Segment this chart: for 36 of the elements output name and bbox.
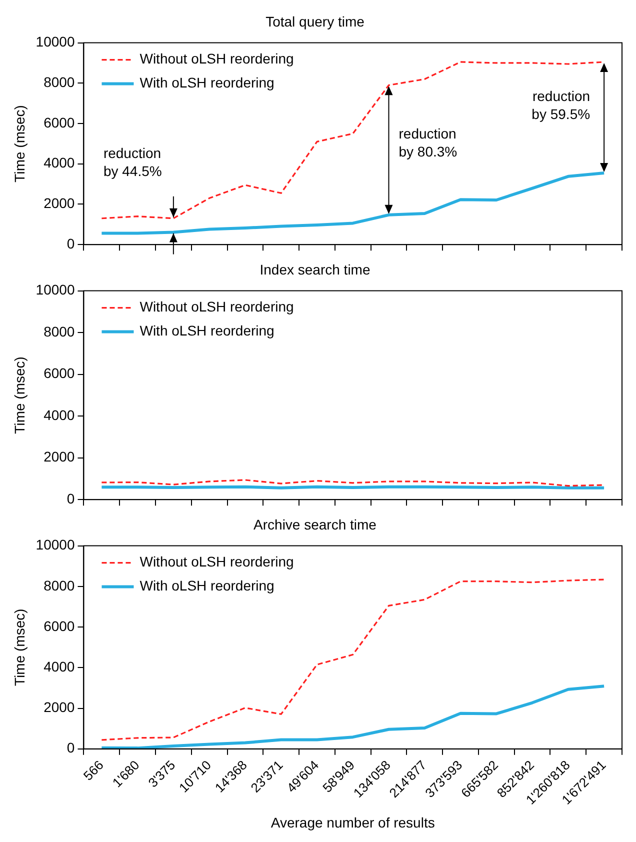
legend-label: Without oLSH reordering xyxy=(140,298,294,315)
chart-title: Total query time xyxy=(266,13,365,30)
y-tick-label: 10000 xyxy=(36,536,75,553)
legend-label: With oLSH reordering xyxy=(140,74,274,91)
y-axis-title: Time (msec) xyxy=(11,608,28,686)
y-tick-label: 8000 xyxy=(44,577,75,594)
legend-label: Without oLSH reordering xyxy=(140,50,294,67)
y-tick-label: 6000 xyxy=(44,365,75,382)
y-tick-label: 6000 xyxy=(44,618,75,634)
legend-label: With oLSH reordering xyxy=(140,322,274,339)
annotation: reduction by 80.3% xyxy=(398,125,458,160)
y-tick-label: 8000 xyxy=(44,74,75,90)
chart-title: Archive search time xyxy=(254,516,377,532)
y-tick-label: 10000 xyxy=(36,34,75,50)
y-tick-label: 0 xyxy=(66,490,75,506)
y-tick-label: 8000 xyxy=(44,323,75,340)
legend-label: Without oLSH reordering xyxy=(140,554,294,570)
y-tick-label: 4000 xyxy=(44,658,75,675)
y-tick-label: 0 xyxy=(66,235,75,252)
x-tick-label: 566 xyxy=(80,757,106,784)
y-axis-title: Time (msec) xyxy=(11,356,28,434)
y-tick-label: 4000 xyxy=(44,406,75,423)
legend-label: With oLSH reordering xyxy=(140,578,274,594)
line-series xyxy=(100,578,605,741)
y-tick-label: 10000 xyxy=(36,282,75,298)
y-tick-label: 2000 xyxy=(44,699,75,716)
y-tick-label: 2000 xyxy=(44,195,75,212)
chart-title: Index search time xyxy=(260,261,370,278)
y-tick-label: 2000 xyxy=(44,448,75,465)
annotation: reduction by 59.5% xyxy=(532,88,590,122)
y-tick-label: 4000 xyxy=(44,154,75,171)
y-tick-label: 6000 xyxy=(44,114,75,130)
x-axis-title: Average number of results xyxy=(270,814,435,830)
annotation: reduction by 44.5% xyxy=(103,145,162,180)
y-tick-label: 0 xyxy=(66,740,75,756)
y-axis-title: Time (msec) xyxy=(11,105,28,182)
